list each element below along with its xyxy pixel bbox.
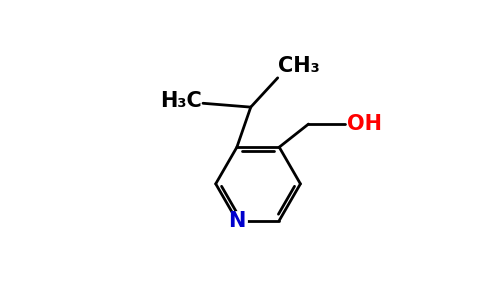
Text: H₃C: H₃C (160, 91, 201, 111)
Text: OH: OH (347, 114, 382, 134)
Text: CH₃: CH₃ (278, 56, 319, 76)
Text: N: N (228, 211, 245, 230)
